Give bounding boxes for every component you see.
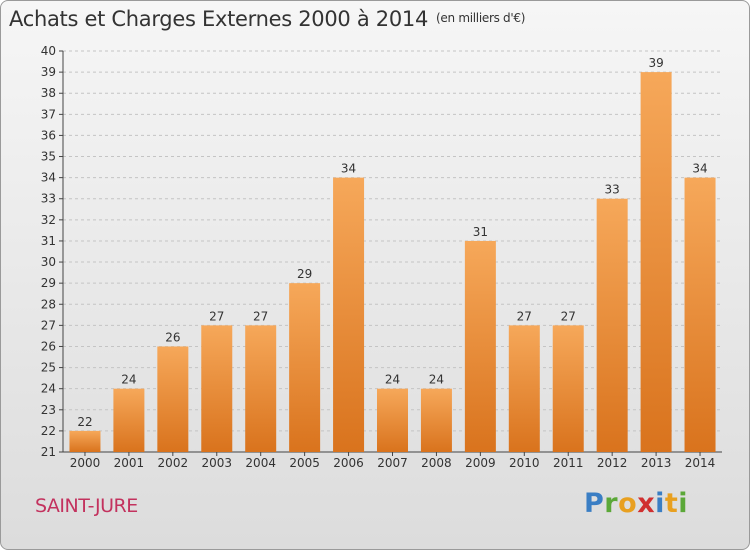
y-tick-label: 39 xyxy=(41,65,56,79)
data-label: 24 xyxy=(121,373,136,387)
bar xyxy=(333,177,365,452)
data-label: 24 xyxy=(385,373,400,387)
data-label: 29 xyxy=(297,267,312,281)
y-tick-label: 26 xyxy=(41,339,56,353)
x-tick-label: 2013 xyxy=(641,456,672,470)
logo-letter: o xyxy=(618,488,638,519)
y-tick-label: 30 xyxy=(41,255,56,269)
data-label: 34 xyxy=(341,162,356,176)
x-tick-label: 2008 xyxy=(421,456,452,470)
bar xyxy=(69,430,101,452)
chart-title: Achats et Charges Externes 2000 à 2014 (e… xyxy=(9,7,525,31)
logo-letter: x xyxy=(637,488,656,519)
x-tick-label: 2005 xyxy=(289,456,320,470)
data-label: 31 xyxy=(473,225,488,239)
bar xyxy=(684,177,716,452)
bar xyxy=(377,388,408,452)
bar xyxy=(201,325,233,452)
logo-letter: P xyxy=(584,488,605,519)
x-tick-label: 2010 xyxy=(509,456,540,470)
bar xyxy=(289,283,321,452)
y-tick-label: 36 xyxy=(41,128,56,142)
x-tick-label: 2002 xyxy=(158,456,189,470)
bar xyxy=(596,198,628,452)
bars xyxy=(69,72,716,453)
data-label: 33 xyxy=(605,183,620,197)
x-tick-label: 2006 xyxy=(333,456,364,470)
unit-note: (en milliers d'€) xyxy=(436,11,526,25)
y-tick-label: 27 xyxy=(41,318,56,332)
data-label: 39 xyxy=(648,56,663,70)
proxiti-logo: Proxiti xyxy=(584,488,688,519)
data-labels: 22 24 26 27 27 29 34 24 24 31 27 27 33 39 34 xyxy=(77,56,707,429)
title-text: Achats et Charges Externes 2000 à 2014 xyxy=(9,7,429,31)
data-label: 27 xyxy=(517,309,532,323)
y-tick-label: 40 xyxy=(41,44,56,58)
bar xyxy=(464,240,496,452)
y-tick-label: 35 xyxy=(41,150,56,164)
bar xyxy=(640,72,672,453)
logo-letter: r xyxy=(604,488,619,519)
axes: 21 22 23 24 25 26 27 28 29 30 31 32 33 34 35 36 37 38 39 40… xyxy=(41,44,722,470)
logo-letter: t xyxy=(664,488,679,519)
data-label: 27 xyxy=(561,309,576,323)
x-tick-label: 2003 xyxy=(201,456,232,470)
bar xyxy=(245,325,277,452)
y-tick-label: 29 xyxy=(41,276,56,290)
y-tick-label: 21 xyxy=(41,445,56,459)
bar xyxy=(157,346,189,452)
x-tick-label: 2007 xyxy=(377,456,408,470)
y-tick-label: 34 xyxy=(41,171,56,185)
data-label: 26 xyxy=(165,330,180,344)
bar xyxy=(552,325,584,452)
x-tick-label: 2014 xyxy=(685,456,716,470)
logo-letter: i xyxy=(655,488,665,519)
y-tick-label: 23 xyxy=(41,403,56,417)
y-tick-label: 22 xyxy=(41,424,56,438)
x-tick-label: 2012 xyxy=(597,456,628,470)
x-tick-label: 2009 xyxy=(465,456,496,470)
y-tick-label: 25 xyxy=(41,361,56,375)
y-tick-label: 31 xyxy=(41,234,56,248)
y-tick-label: 24 xyxy=(41,382,56,396)
y-tick-label: 37 xyxy=(41,107,56,121)
x-tick-label: 2000 xyxy=(70,456,101,470)
bar xyxy=(113,388,145,452)
data-label: 24 xyxy=(429,373,444,387)
logo-letter: i xyxy=(678,488,689,519)
y-tick-label: 32 xyxy=(41,213,56,227)
bar xyxy=(420,388,452,452)
data-label: 27 xyxy=(209,309,224,323)
y-tick-label: 28 xyxy=(41,297,56,311)
x-tick-label: 2004 xyxy=(245,456,276,470)
x-tick-label: 2001 xyxy=(114,456,145,470)
data-label: 22 xyxy=(77,415,92,429)
y-tick-label: 38 xyxy=(41,86,56,100)
y-tick-label: 33 xyxy=(41,192,56,206)
data-label: 27 xyxy=(253,309,268,323)
commune-name: SAINT-JURE xyxy=(35,495,138,517)
x-tick-label: 2011 xyxy=(553,456,584,470)
bar xyxy=(508,325,540,452)
data-label: 34 xyxy=(692,162,707,176)
